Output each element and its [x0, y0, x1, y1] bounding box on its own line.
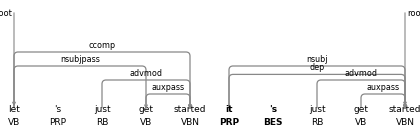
- Text: root: root: [0, 9, 12, 18]
- Text: get: get: [354, 105, 368, 114]
- Text: root: root: [407, 9, 420, 18]
- Text: auxpass: auxpass: [366, 83, 399, 92]
- Text: VB: VB: [8, 118, 20, 127]
- Text: just: just: [94, 105, 110, 114]
- Text: RB: RB: [96, 118, 108, 127]
- Text: dep: dep: [310, 63, 325, 72]
- Text: just: just: [309, 105, 326, 114]
- Text: 's: 's: [55, 105, 62, 114]
- Text: VB: VB: [140, 118, 152, 127]
- Text: advmod: advmod: [129, 69, 163, 78]
- Text: 's: 's: [269, 105, 277, 114]
- Text: get: get: [139, 105, 153, 114]
- Text: VB: VB: [355, 118, 367, 127]
- Text: started: started: [389, 105, 420, 114]
- Text: PRP: PRP: [219, 118, 239, 127]
- Text: it: it: [225, 105, 233, 114]
- Text: nsubj: nsubj: [306, 55, 328, 64]
- Text: ccomp: ccomp: [89, 41, 116, 50]
- Text: advmod: advmod: [344, 69, 378, 78]
- Text: started: started: [174, 105, 206, 114]
- Text: VBN: VBN: [181, 118, 200, 127]
- Text: nsubjpass: nsubjpass: [60, 55, 100, 64]
- Text: let: let: [8, 105, 20, 114]
- Text: BES: BES: [263, 118, 283, 127]
- Text: auxpass: auxpass: [152, 83, 184, 92]
- Text: RB: RB: [311, 118, 323, 127]
- Text: VBN: VBN: [396, 118, 415, 127]
- Text: PRP: PRP: [50, 118, 66, 127]
